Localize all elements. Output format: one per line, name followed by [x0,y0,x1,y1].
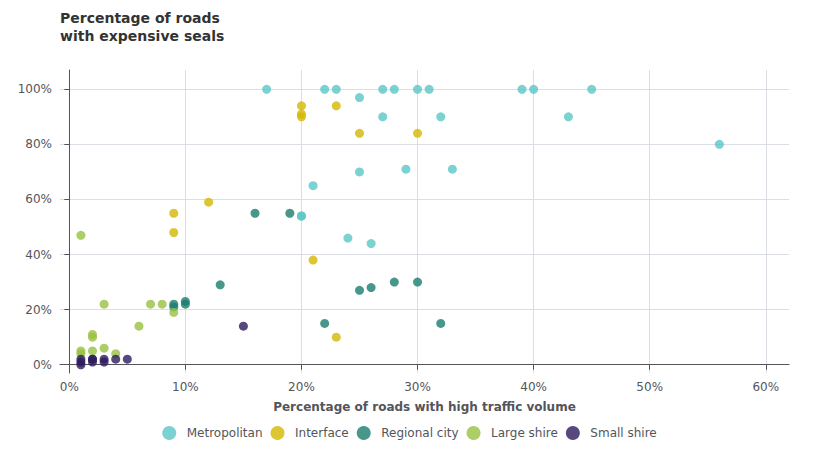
svg-text:Metropolitan: Metropolitan [187,426,263,440]
svg-text:Interface: Interface [295,426,349,440]
svg-text:with expensive seals: with expensive seals [60,28,224,44]
svg-text:Regional city: Regional city [381,426,458,440]
svg-text:20%: 20% [25,303,52,317]
svg-text:20%: 20% [288,380,315,394]
svg-text:Small shire: Small shire [590,426,656,440]
svg-text:60%: 60% [752,380,779,394]
svg-text:0%: 0% [33,358,52,372]
svg-text:50%: 50% [636,380,663,394]
svg-text:40%: 40% [25,248,52,262]
svg-text:Large shire: Large shire [491,426,558,440]
svg-text:100%: 100% [18,82,52,96]
svg-text:60%: 60% [25,192,52,206]
svg-text:Percentage of roads with high: Percentage of roads with high traffic vo… [273,400,576,414]
svg-text:40%: 40% [520,380,547,394]
svg-text:0%: 0% [60,380,79,394]
svg-text:Percentage of roads: Percentage of roads [60,10,220,26]
svg-text:80%: 80% [25,137,52,151]
svg-text:10%: 10% [172,380,199,394]
svg-text:30%: 30% [404,380,431,394]
